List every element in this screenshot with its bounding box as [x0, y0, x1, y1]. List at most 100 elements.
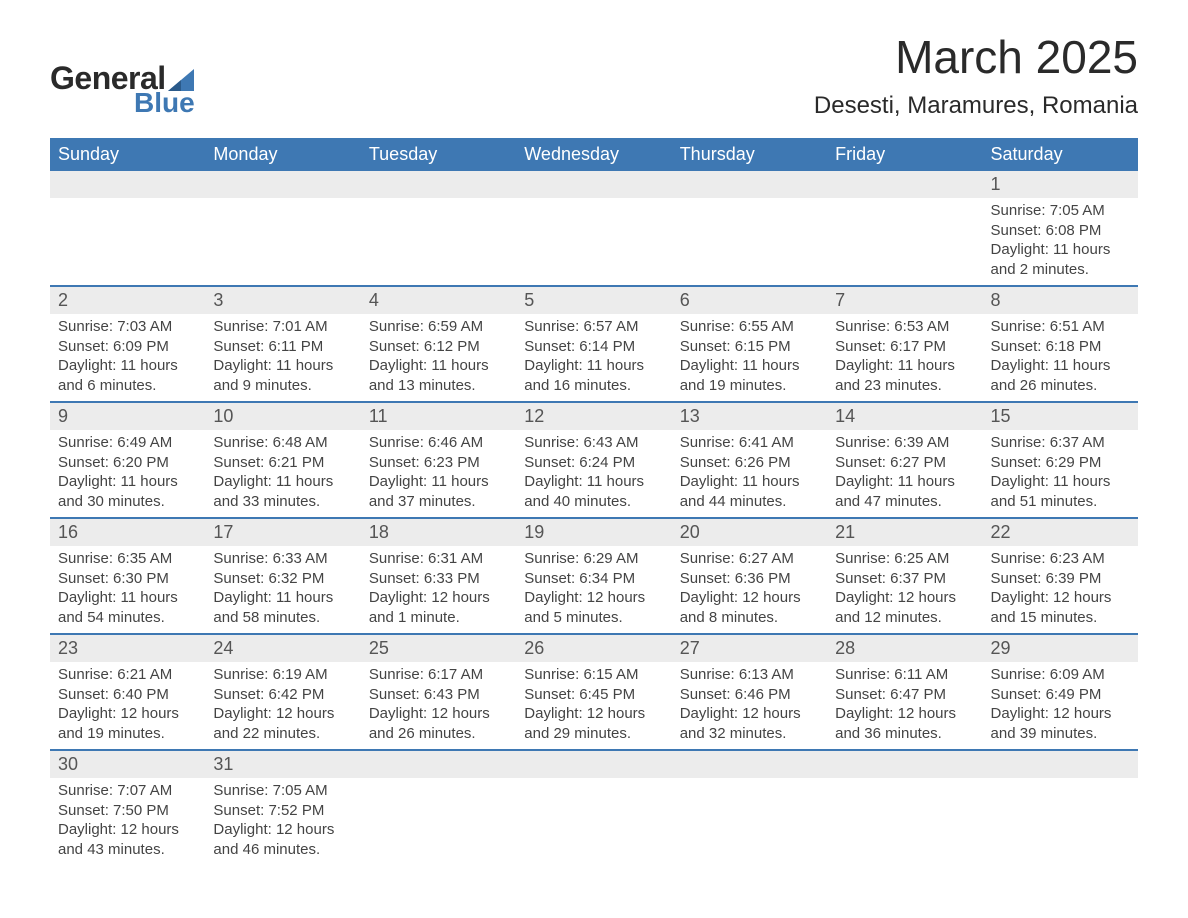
- sunrise-text: Sunrise: 6:23 AM: [991, 549, 1130, 569]
- sunset-text: Sunset: 6:11 PM: [213, 337, 352, 357]
- daylight-line1: Daylight: 12 hours: [58, 704, 197, 724]
- daynum-row: 1: [50, 171, 1138, 198]
- day-detail-cell: Sunrise: 6:09 AMSunset: 6:49 PMDaylight:…: [983, 662, 1138, 750]
- day-detail-cell: Sunrise: 6:25 AMSunset: 6:37 PMDaylight:…: [827, 546, 982, 634]
- day-detail-cell: Sunrise: 6:41 AMSunset: 6:26 PMDaylight:…: [672, 430, 827, 518]
- day-number: 29: [991, 638, 1011, 658]
- sunrise-text: Sunrise: 6:21 AM: [58, 665, 197, 685]
- daylight-line1: Daylight: 11 hours: [213, 588, 352, 608]
- day-number: 19: [524, 522, 544, 542]
- day-number: 1: [991, 174, 1001, 194]
- day-detail-cell: Sunrise: 6:21 AMSunset: 6:40 PMDaylight:…: [50, 662, 205, 750]
- day-detail-cell: Sunrise: 7:01 AMSunset: 6:11 PMDaylight:…: [205, 314, 360, 402]
- daylight-line2: and 44 minutes.: [680, 492, 819, 512]
- day-detail-cell: Sunrise: 6:57 AMSunset: 6:14 PMDaylight:…: [516, 314, 671, 402]
- detail-row: Sunrise: 6:35 AMSunset: 6:30 PMDaylight:…: [50, 546, 1138, 634]
- dayhead-thursday: Thursday: [672, 138, 827, 171]
- daylight-line2: and 29 minutes.: [524, 724, 663, 744]
- daylight-line1: Daylight: 12 hours: [213, 820, 352, 840]
- daylight-line1: Daylight: 11 hours: [680, 356, 819, 376]
- daylight-line1: Daylight: 12 hours: [680, 704, 819, 724]
- daylight-line2: and 33 minutes.: [213, 492, 352, 512]
- daylight-line1: Daylight: 12 hours: [58, 820, 197, 840]
- day-number-cell: 7: [827, 286, 982, 314]
- daylight-line1: Daylight: 12 hours: [369, 588, 508, 608]
- day-number-cell: 16: [50, 518, 205, 546]
- title-block: March 2025 Desesti, Maramures, Romania: [814, 30, 1138, 120]
- daynum-row: 3031: [50, 750, 1138, 778]
- daylight-line1: Daylight: 11 hours: [369, 356, 508, 376]
- daylight-line2: and 30 minutes.: [58, 492, 197, 512]
- dayhead-friday: Friday: [827, 138, 982, 171]
- day-number-cell: 1: [983, 171, 1138, 198]
- sunrise-text: Sunrise: 6:13 AM: [680, 665, 819, 685]
- daylight-line2: and 16 minutes.: [524, 376, 663, 396]
- daylight-line1: Daylight: 11 hours: [680, 472, 819, 492]
- sunset-text: Sunset: 7:52 PM: [213, 801, 352, 821]
- day-detail-cell: [516, 198, 671, 286]
- day-detail-cell: [827, 198, 982, 286]
- day-number-cell: 25: [361, 634, 516, 662]
- day-number-cell: [672, 171, 827, 198]
- day-number-cell: 27: [672, 634, 827, 662]
- day-number: 14: [835, 406, 855, 426]
- daylight-line1: Daylight: 11 hours: [835, 472, 974, 492]
- daynum-row: 16171819202122: [50, 518, 1138, 546]
- sunset-text: Sunset: 6:49 PM: [991, 685, 1130, 705]
- detail-row: Sunrise: 6:49 AMSunset: 6:20 PMDaylight:…: [50, 430, 1138, 518]
- daylight-line2: and 47 minutes.: [835, 492, 974, 512]
- dayhead-monday: Monday: [205, 138, 360, 171]
- day-number-cell: [361, 171, 516, 198]
- sunset-text: Sunset: 6:40 PM: [58, 685, 197, 705]
- daylight-line1: Daylight: 12 hours: [991, 588, 1130, 608]
- day-detail-cell: [983, 778, 1138, 865]
- daylight-line2: and 8 minutes.: [680, 608, 819, 628]
- day-detail-cell: Sunrise: 6:19 AMSunset: 6:42 PMDaylight:…: [205, 662, 360, 750]
- daynum-row: 2345678: [50, 286, 1138, 314]
- day-number: 22: [991, 522, 1011, 542]
- sunrise-text: Sunrise: 6:17 AM: [369, 665, 508, 685]
- daylight-line2: and 5 minutes.: [524, 608, 663, 628]
- sunrise-text: Sunrise: 7:01 AM: [213, 317, 352, 337]
- sunrise-text: Sunrise: 6:41 AM: [680, 433, 819, 453]
- day-number-cell: 30: [50, 750, 205, 778]
- sunset-text: Sunset: 6:18 PM: [991, 337, 1130, 357]
- day-detail-cell: [827, 778, 982, 865]
- day-number: 9: [58, 406, 68, 426]
- day-number: 21: [835, 522, 855, 542]
- daylight-line2: and 15 minutes.: [991, 608, 1130, 628]
- daylight-line2: and 9 minutes.: [213, 376, 352, 396]
- sunrise-text: Sunrise: 6:39 AM: [835, 433, 974, 453]
- sunset-text: Sunset: 6:37 PM: [835, 569, 974, 589]
- day-number: 7: [835, 290, 845, 310]
- day-number-cell: 20: [672, 518, 827, 546]
- daylight-line1: Daylight: 12 hours: [213, 704, 352, 724]
- dayhead-wednesday: Wednesday: [516, 138, 671, 171]
- day-detail-cell: Sunrise: 6:13 AMSunset: 6:46 PMDaylight:…: [672, 662, 827, 750]
- day-number-cell: [50, 171, 205, 198]
- detail-row: Sunrise: 7:05 AMSunset: 6:08 PMDaylight:…: [50, 198, 1138, 286]
- day-number: 27: [680, 638, 700, 658]
- day-detail-cell: [672, 198, 827, 286]
- sunrise-text: Sunrise: 6:43 AM: [524, 433, 663, 453]
- day-detail-cell: Sunrise: 6:43 AMSunset: 6:24 PMDaylight:…: [516, 430, 671, 518]
- sunrise-text: Sunrise: 6:35 AM: [58, 549, 197, 569]
- day-number-cell: [672, 750, 827, 778]
- day-number-cell: 11: [361, 402, 516, 430]
- sunset-text: Sunset: 6:29 PM: [991, 453, 1130, 473]
- sunset-text: Sunset: 6:32 PM: [213, 569, 352, 589]
- sunrise-text: Sunrise: 6:29 AM: [524, 549, 663, 569]
- sunrise-text: Sunrise: 6:09 AM: [991, 665, 1130, 685]
- day-number: 10: [213, 406, 233, 426]
- day-detail-cell: Sunrise: 6:55 AMSunset: 6:15 PMDaylight:…: [672, 314, 827, 402]
- day-number-cell: 9: [50, 402, 205, 430]
- sunset-text: Sunset: 6:33 PM: [369, 569, 508, 589]
- sunrise-text: Sunrise: 7:05 AM: [213, 781, 352, 801]
- day-number: 25: [369, 638, 389, 658]
- day-number-cell: 12: [516, 402, 671, 430]
- sunset-text: Sunset: 6:12 PM: [369, 337, 508, 357]
- day-number-cell: [205, 171, 360, 198]
- day-number-cell: 13: [672, 402, 827, 430]
- daylight-line1: Daylight: 11 hours: [991, 356, 1130, 376]
- day-detail-cell: [205, 198, 360, 286]
